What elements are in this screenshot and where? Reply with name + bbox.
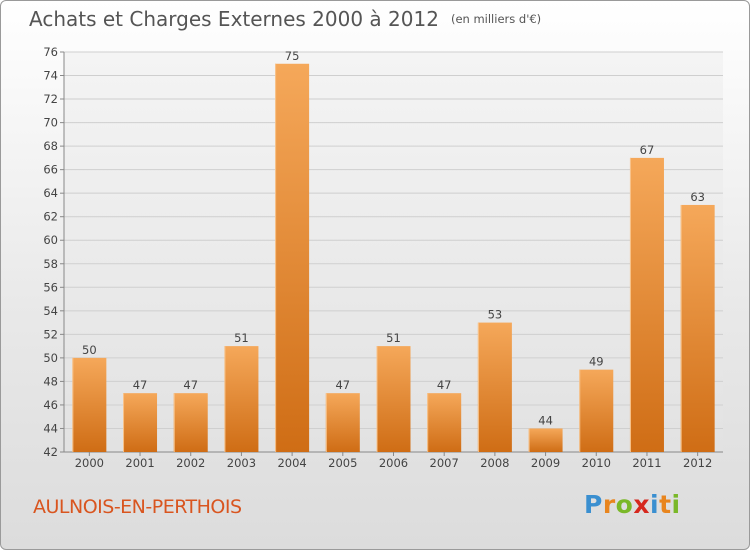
proxiti-logo: Proxiti — [584, 490, 681, 519]
y-tick-label: 74 — [43, 69, 58, 83]
data-label: 67 — [640, 143, 655, 157]
x-tick-label: 2003 — [227, 456, 256, 470]
y-tick-label: 56 — [43, 280, 58, 294]
bar — [173, 393, 208, 452]
data-label: 75 — [285, 49, 300, 63]
x-tick-label: 2011 — [632, 456, 661, 470]
commune-name: AULNOIS-EN-PERTHOIS — [33, 496, 242, 518]
x-tick-label: 2007 — [430, 456, 459, 470]
bar — [629, 157, 664, 452]
bar — [224, 346, 259, 452]
bar — [123, 393, 158, 452]
y-tick-label: 60 — [43, 233, 58, 247]
bar — [477, 322, 512, 452]
data-label: 44 — [538, 413, 553, 427]
y-tick-label: 64 — [43, 186, 58, 200]
y-tick-label: 70 — [43, 116, 58, 130]
y-tick-label: 48 — [43, 374, 58, 388]
x-tick-label: 2010 — [582, 456, 611, 470]
y-tick-label: 62 — [43, 210, 58, 224]
data-label: 47 — [437, 378, 452, 392]
chart-subtitle: (en milliers d'€) — [450, 12, 542, 26]
data-label: 47 — [335, 378, 350, 392]
logo-letter: o — [615, 490, 634, 519]
y-tick-label: 50 — [43, 351, 58, 365]
y-tick-label: 68 — [43, 139, 58, 153]
data-label: 49 — [589, 355, 604, 369]
data-label: 53 — [488, 308, 503, 322]
x-tick-label: 2006 — [379, 456, 408, 470]
logo-letter: i — [650, 490, 660, 519]
data-label: 51 — [386, 331, 401, 345]
data-label: 47 — [133, 378, 148, 392]
bar — [579, 369, 614, 452]
logo-letter: i — [671, 490, 681, 519]
x-tick-label: 2005 — [328, 456, 357, 470]
y-tick-label: 54 — [43, 304, 58, 318]
data-label: 51 — [234, 331, 249, 345]
y-tick-label: 66 — [43, 163, 58, 177]
logo-letter: P — [584, 490, 603, 519]
bar — [427, 393, 462, 452]
x-tick-label: 2012 — [683, 456, 712, 470]
y-tick-label: 52 — [43, 327, 58, 341]
y-tick-label: 76 — [43, 45, 58, 59]
x-tick-label: 2000 — [75, 456, 104, 470]
logo-letter: t — [659, 490, 672, 519]
y-tick-label: 42 — [43, 445, 58, 459]
y-tick-label: 72 — [43, 92, 58, 106]
bar — [680, 204, 715, 452]
bar — [275, 63, 310, 452]
y-tick-label: 46 — [43, 398, 58, 412]
x-tick-label: 2001 — [125, 456, 154, 470]
bar — [376, 346, 411, 452]
x-tick-label: 2008 — [480, 456, 509, 470]
data-label: 47 — [183, 378, 198, 392]
bar — [325, 393, 360, 452]
bar — [72, 357, 107, 452]
bar — [528, 428, 563, 452]
x-tick-label: 2009 — [531, 456, 560, 470]
logo-letter: x — [633, 490, 650, 519]
chart-title-text: Achats et Charges Externes 2000 à 2012 — [29, 7, 439, 31]
x-tick-label: 2004 — [277, 456, 306, 470]
data-label: 50 — [82, 343, 97, 357]
y-tick-label: 58 — [43, 257, 58, 271]
logo-letter: r — [602, 490, 616, 519]
chart-title: Achats et Charges Externes 2000 à 2012 (e… — [29, 7, 541, 31]
x-tick-label: 2002 — [176, 456, 205, 470]
y-tick-label: 44 — [43, 421, 58, 435]
data-label: 63 — [690, 190, 705, 204]
